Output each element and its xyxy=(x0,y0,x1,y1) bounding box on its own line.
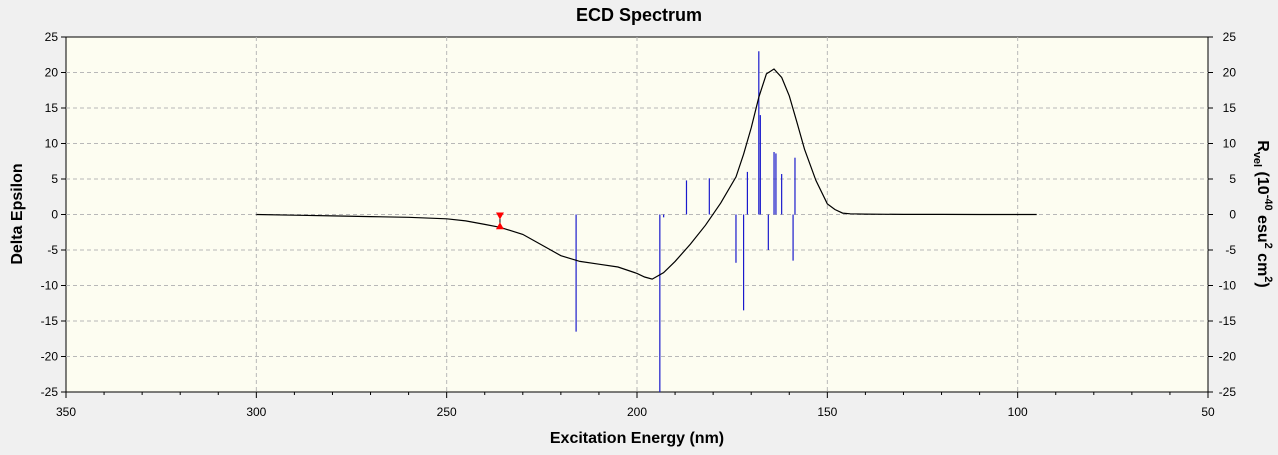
y2-label-sup: -40 xyxy=(1262,195,1274,211)
x-tick-label: 150 xyxy=(817,405,837,419)
x-tick-label: 200 xyxy=(627,405,647,419)
y-right-tick-label: -20 xyxy=(1219,350,1237,364)
spectrum-curve xyxy=(256,68,1037,280)
x-axis-label: Excitation Energy (nm) xyxy=(550,430,724,447)
y-left-tick-label: 5 xyxy=(51,172,58,186)
y-right-tick-label: -5 xyxy=(1225,243,1236,257)
y2-label-unit1: esu xyxy=(1254,211,1271,243)
y-left-tick-label: 15 xyxy=(45,101,59,115)
y2-label-sub: vel xyxy=(1251,152,1263,167)
y-left-tick-label: 25 xyxy=(45,30,59,44)
y-right-tick-label: 20 xyxy=(1223,66,1237,80)
y-right-tick-label: -10 xyxy=(1219,279,1237,293)
y2-axis-label: Rvel (10-40 esu2 cm2) xyxy=(1251,140,1274,288)
y-left-tick-label: 0 xyxy=(51,208,58,222)
x-tick-label: 250 xyxy=(437,405,457,419)
chart-title: ECD Spectrum xyxy=(576,5,702,25)
y-left-tick-label: -15 xyxy=(41,314,59,328)
y-right-tick-label: -15 xyxy=(1219,314,1237,328)
y-right-tick-label: 0 xyxy=(1229,208,1236,222)
x-tick-label: 300 xyxy=(246,405,266,419)
y-left-tick-label: -5 xyxy=(47,243,58,257)
x-tick-label: 100 xyxy=(1008,405,1028,419)
y-left-tick-label: 20 xyxy=(45,66,59,80)
marker-bottom-triangle[interactable] xyxy=(495,222,504,230)
y-right-tick-label: 5 xyxy=(1229,172,1236,186)
rotatory-strength-sticks xyxy=(575,51,796,392)
y-left-tick-label: -20 xyxy=(41,350,59,364)
y-left-tick-label: 10 xyxy=(45,137,59,151)
y-right-tick-label: -25 xyxy=(1219,385,1237,399)
spectrum-curve-layer xyxy=(256,68,1037,280)
y-left-tick-label: -10 xyxy=(41,279,59,293)
position-marker[interactable] xyxy=(495,212,504,230)
y-right-tick-label: 15 xyxy=(1223,101,1237,115)
marker-top-triangle[interactable] xyxy=(495,212,504,220)
grid-lines xyxy=(66,37,1208,392)
axes: 350 300 250 200 150 100 50-25 -25-20 -20-15 -15-1… xyxy=(41,30,1237,419)
y2-label-sup3: 2 xyxy=(1262,276,1274,282)
y-right-tick-label: 25 xyxy=(1223,30,1237,44)
x-tick-label: 50 xyxy=(1201,405,1215,419)
y2-label-mid: (10 xyxy=(1254,167,1271,195)
y-axis-label: Delta Epsilon xyxy=(9,163,26,264)
y-left-tick-label: -25 xyxy=(41,385,59,399)
y2-label-end: ) xyxy=(1254,282,1271,287)
y2-label-unit2: cm xyxy=(1254,249,1271,277)
y-right-tick-label: 10 xyxy=(1223,137,1237,151)
x-tick-label: 350 xyxy=(56,405,76,419)
y2-label-base: R xyxy=(1254,140,1271,152)
y2-label-sup2: 2 xyxy=(1262,243,1274,249)
